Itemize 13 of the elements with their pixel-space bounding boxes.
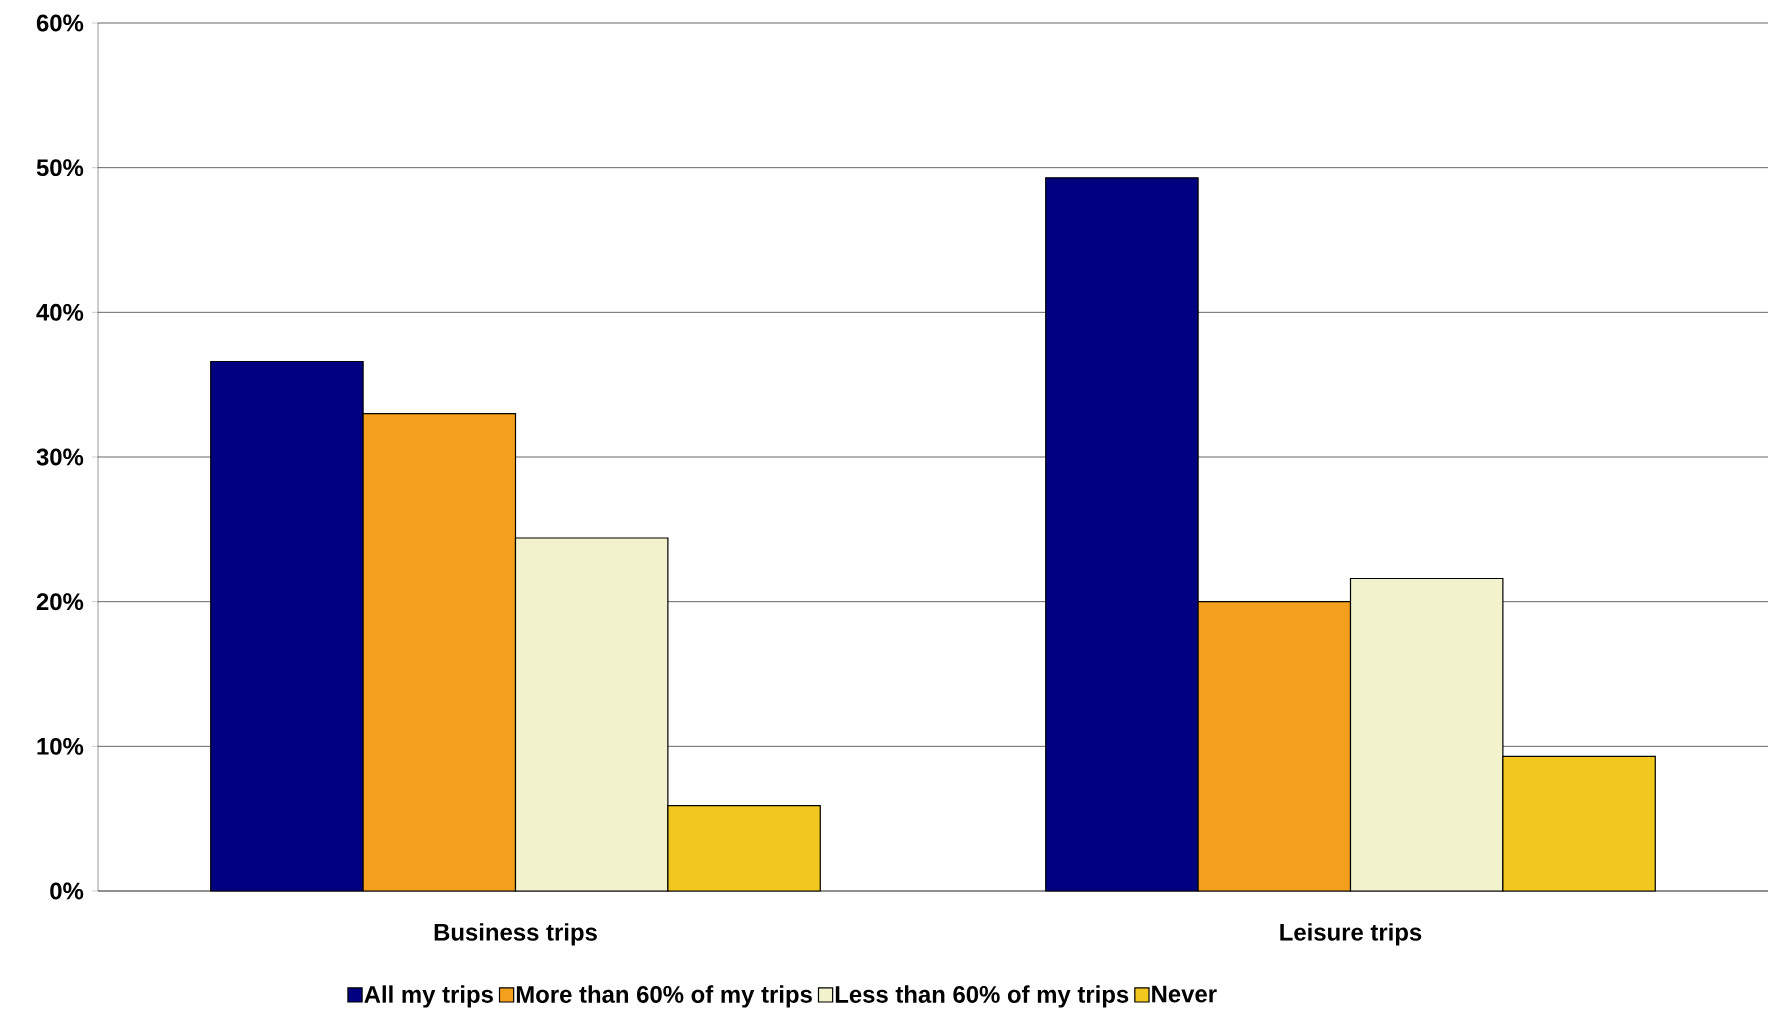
- y-tick-label: 40%: [36, 303, 84, 321]
- y-tick-label: 10%: [37, 737, 84, 755]
- x-tick-label: Leisure trips: [1280, 923, 1422, 946]
- y-tick-label: 0%: [50, 882, 84, 900]
- y-tick-label: 60%: [36, 14, 84, 32]
- legend-label: Never: [1152, 985, 1217, 1003]
- y-tick-label: 50%: [36, 159, 84, 177]
- legend-label: Less than 60% of my trips: [835, 985, 1129, 1008]
- y-tick-label: 20%: [36, 593, 84, 611]
- y-tick-label: 30%: [36, 448, 84, 466]
- legend-label: All my trips: [364, 985, 493, 1008]
- x-tick-label: Business trips: [434, 923, 597, 946]
- legend-label: More than 60% of my trips: [516, 985, 812, 1008]
